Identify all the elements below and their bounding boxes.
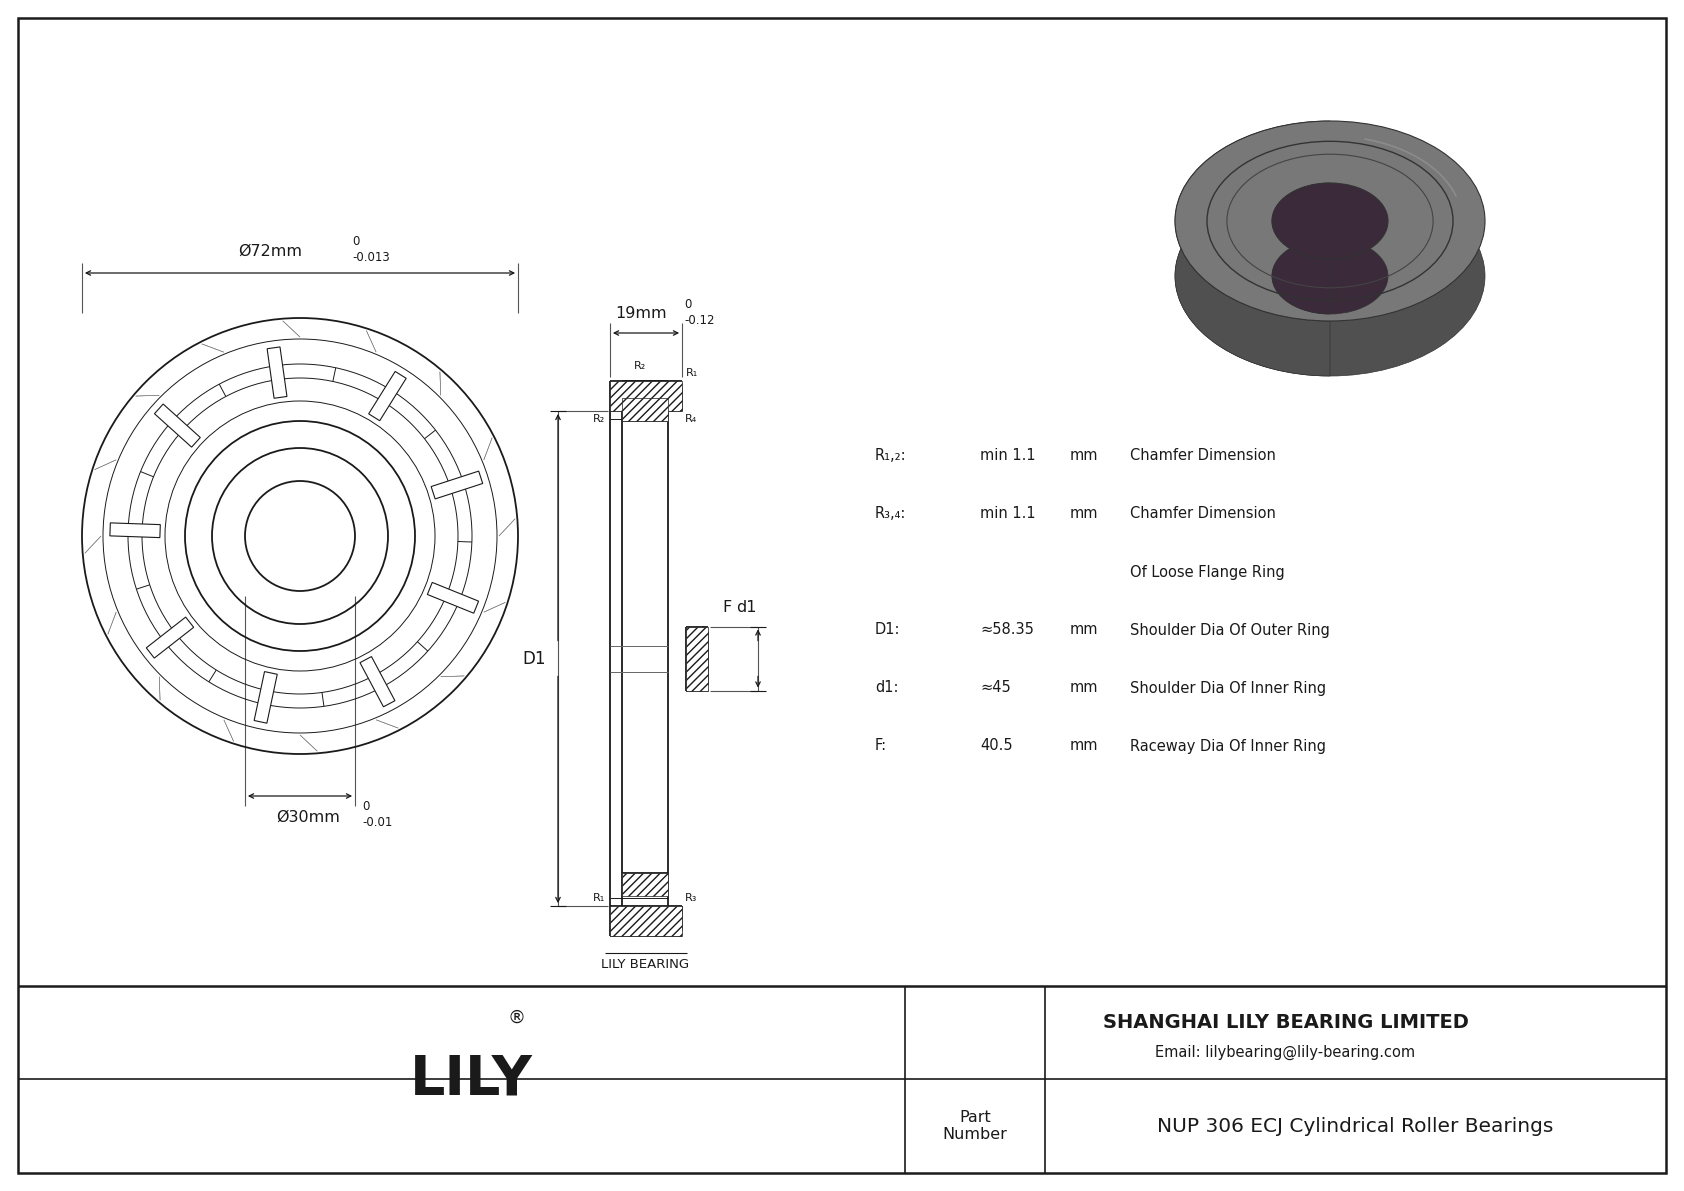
Text: min 1.1: min 1.1: [980, 449, 1036, 463]
Text: D1: D1: [522, 649, 546, 667]
Polygon shape: [685, 626, 707, 691]
Text: Raceway Dia Of Inner Ring: Raceway Dia Of Inner Ring: [1130, 738, 1325, 754]
Text: Chamfer Dimension: Chamfer Dimension: [1130, 506, 1276, 522]
Polygon shape: [268, 347, 286, 398]
Text: R₂: R₂: [593, 414, 605, 424]
Text: 0: 0: [362, 800, 369, 813]
Text: R₁: R₁: [593, 893, 605, 903]
Polygon shape: [109, 523, 160, 537]
Text: F: F: [722, 599, 731, 615]
Text: R₂: R₂: [633, 361, 647, 372]
Text: mm: mm: [1069, 738, 1098, 754]
Polygon shape: [1271, 183, 1330, 314]
Ellipse shape: [1271, 238, 1388, 314]
Text: Chamfer Dimension: Chamfer Dimension: [1130, 449, 1276, 463]
Text: Shoulder Dia Of Outer Ring: Shoulder Dia Of Outer Ring: [1130, 623, 1330, 637]
Ellipse shape: [1175, 121, 1485, 322]
Text: -0.12: -0.12: [684, 314, 714, 328]
Text: 0: 0: [352, 235, 359, 248]
Text: Shoulder Dia Of Inner Ring: Shoulder Dia Of Inner Ring: [1130, 680, 1325, 696]
Ellipse shape: [1175, 176, 1485, 376]
Text: R₃: R₃: [685, 893, 697, 903]
Text: ®: ®: [507, 1009, 525, 1027]
Polygon shape: [155, 404, 200, 447]
Text: 19mm: 19mm: [615, 306, 667, 322]
Text: ≈45: ≈45: [980, 680, 1010, 696]
Text: LILY BEARING: LILY BEARING: [601, 958, 689, 971]
Text: mm: mm: [1069, 449, 1098, 463]
Polygon shape: [610, 381, 682, 411]
Text: D1:: D1:: [876, 623, 901, 637]
Text: Part
Number: Part Number: [943, 1110, 1007, 1142]
Text: min 1.1: min 1.1: [980, 506, 1036, 522]
Text: 0: 0: [684, 298, 692, 311]
Polygon shape: [621, 398, 669, 420]
Text: Ø30mm: Ø30mm: [276, 810, 340, 825]
Polygon shape: [610, 906, 682, 936]
Text: mm: mm: [1069, 506, 1098, 522]
Text: Of Loose Flange Ring: Of Loose Flange Ring: [1130, 565, 1285, 580]
Ellipse shape: [1271, 183, 1388, 258]
Polygon shape: [431, 472, 483, 499]
Text: R₃,₄:: R₃,₄:: [876, 506, 906, 522]
Polygon shape: [147, 617, 194, 659]
Text: -0.013: -0.013: [352, 251, 389, 264]
Polygon shape: [360, 656, 396, 706]
Text: F:: F:: [876, 738, 887, 754]
Text: mm: mm: [1069, 680, 1098, 696]
Text: -0.01: -0.01: [362, 816, 392, 829]
Text: d1:: d1:: [876, 680, 899, 696]
Text: d1: d1: [736, 599, 756, 615]
Text: LILY: LILY: [411, 1053, 532, 1106]
Text: Ø72mm: Ø72mm: [237, 244, 301, 258]
Polygon shape: [1175, 121, 1330, 376]
Text: SHANGHAI LILY BEARING LIMITED: SHANGHAI LILY BEARING LIMITED: [1103, 1014, 1468, 1031]
Text: Email: lilybearing@lily-bearing.com: Email: lilybearing@lily-bearing.com: [1155, 1045, 1416, 1060]
Polygon shape: [621, 873, 669, 896]
Text: ≈58.35: ≈58.35: [980, 623, 1034, 637]
Text: R₁,₂:: R₁,₂:: [876, 449, 906, 463]
Text: 40.5: 40.5: [980, 738, 1012, 754]
Text: R₁: R₁: [685, 368, 699, 378]
Polygon shape: [428, 582, 478, 613]
Polygon shape: [254, 672, 278, 723]
Text: NUP 306 ECJ Cylindrical Roller Bearings: NUP 306 ECJ Cylindrical Roller Bearings: [1157, 1116, 1554, 1135]
Polygon shape: [369, 372, 406, 420]
Text: mm: mm: [1069, 623, 1098, 637]
Text: R₄: R₄: [685, 414, 697, 424]
